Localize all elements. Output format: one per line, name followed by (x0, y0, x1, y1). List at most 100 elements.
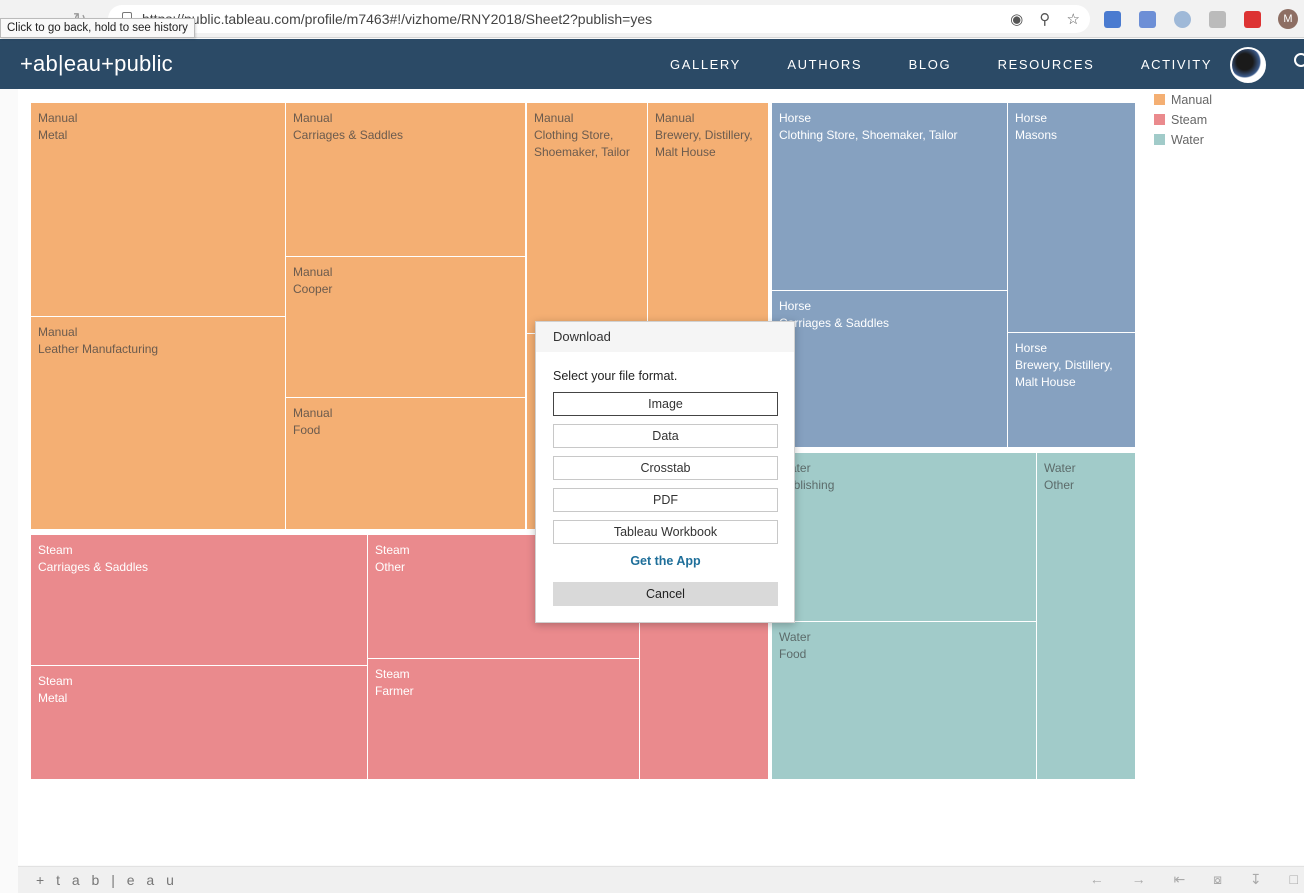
back-tooltip: Click to go back, hold to see history (0, 18, 195, 38)
cell-label-1: Water (779, 460, 1029, 477)
treemap-cell-manual-metal[interactable]: Manual Metal (30, 102, 286, 317)
cell-label-1: Horse (1015, 111, 1048, 125)
legend-swatch (1154, 94, 1165, 105)
nav-resources[interactable]: RESOURCES (997, 57, 1095, 72)
redo-icon[interactable]: → (1131, 871, 1146, 887)
treemap-cell-manual-cooper[interactable]: Manual Cooper (285, 256, 526, 398)
cloud-icon[interactable] (1208, 10, 1226, 28)
cell-label-1: Steam (375, 543, 410, 557)
address-bar[interactable]: https://public.tableau.com/profile/m7463… (108, 5, 1090, 33)
viz-toolbar: + t a b | e a u ← → ⇤ ⧇ ↧ □ (18, 866, 1304, 893)
url-text[interactable]: https://public.tableau.com/profile/m7463… (142, 11, 653, 27)
cell-label-2: Metal (38, 691, 68, 705)
cell-label-2: Brewery, Distillery, Malt House (655, 128, 753, 159)
extension-icons (1104, 10, 1275, 28)
treemap-cell-steam-carriages[interactable]: Steam Carriages & Saddles (30, 534, 368, 666)
download-dialog: Download Select your file format. Image … (535, 321, 795, 623)
treemap-cell-horse-clothing[interactable]: Horse Clothing Store, Shoemaker, Tailor (771, 102, 1008, 291)
cell-label-2: Other (375, 560, 406, 574)
cell-label-2: Clothing Store, Shoemaker, Tailor (779, 128, 958, 142)
treemap-cell-steam-farmer[interactable]: Steam Farmer (367, 658, 640, 780)
search-icon[interactable] (1294, 53, 1304, 67)
cell-label-2: Food (779, 647, 807, 661)
cell-label-1: Manual (293, 265, 333, 279)
cell-label-2: Carriages & Saddles (38, 560, 149, 574)
nav-gallery[interactable]: GALLERY (670, 57, 741, 72)
cell-label-2: Metal (38, 128, 68, 142)
cell-label-1: Manual (293, 406, 333, 420)
tableau-public-logo[interactable]: +ab|eau+public (20, 51, 173, 76)
nav-authors[interactable]: AUTHORS (787, 57, 863, 72)
cell-label-1: Horse (779, 111, 812, 125)
share-icon[interactable]: ⧇ (1213, 871, 1223, 887)
cell-label-2: Clothing Store, Shoemaker, Tailor (534, 128, 630, 159)
cell-label-2: Brewery, Distillery, Malt House (1015, 358, 1113, 389)
treemap-cell-water-food[interactable]: Water Food (771, 621, 1037, 780)
treemap-cell-manual-food[interactable]: Manual Food (285, 397, 526, 530)
cell-label-1: Manual (38, 325, 78, 339)
legend-swatch (1154, 114, 1165, 125)
site-header: +ab|eau+public GALLERY AUTHORS BLOG RESO… (0, 39, 1304, 89)
browser-avatar[interactable]: M (1278, 9, 1298, 29)
revert-icon[interactable]: ⇤ (1173, 871, 1186, 887)
download-icon[interactable]: ↧ (1249, 871, 1262, 887)
browser-toolbar: ← → ↻ https://public.tableau.com/profile… (0, 0, 1304, 38)
document-icon[interactable] (1138, 10, 1156, 28)
camera-blocked-icon[interactable]: ◉ (1010, 11, 1024, 28)
treemap-cell-horse-carriages[interactable]: Horse Carriages & Saddles (771, 290, 1008, 448)
cell-label-2: Carriages & Saddles (293, 128, 404, 142)
format-crosstab-button[interactable]: Crosstab (553, 456, 778, 480)
address-bar-icons: ◉ ⚲ ☆ (998, 10, 1080, 28)
nav-activity[interactable]: ACTIVITY (1140, 57, 1213, 72)
treemap-cell-manual-carriages[interactable]: Manual Carriages & Saddles (285, 102, 526, 257)
cell-label-2: Masons (1015, 128, 1058, 142)
color-legend: Manual Steam Water (1154, 93, 1212, 153)
treemap-cell-water-other[interactable]: Water Other (1036, 452, 1136, 780)
main-nav: GALLERY AUTHORS BLOG RESOURCES ACTIVITY (670, 56, 1254, 74)
cell-label-1: Steam (38, 674, 73, 688)
cell-label-2: Farmer (375, 684, 414, 698)
treemap-cell-water-publishing[interactable]: Water Publishing (771, 452, 1037, 622)
cell-label-1: Manual (38, 111, 78, 125)
cell-label-1: Water (779, 630, 811, 644)
dialog-prompt: Select your file format. (553, 369, 678, 383)
legend-label: Water (1171, 133, 1204, 147)
profile-avatar[interactable] (1230, 47, 1266, 83)
cancel-button[interactable]: Cancel (553, 582, 778, 606)
legend-item-steam[interactable]: Steam (1154, 113, 1212, 133)
treemap-cell-manual-leather[interactable]: Manual Leather Manufacturing (30, 316, 286, 530)
skype-icon[interactable] (1173, 10, 1191, 28)
treemap-cell-manual-brewery[interactable]: Manual Brewery, Distillery, Malt House (647, 102, 769, 334)
format-image-button[interactable]: Image (553, 392, 778, 416)
fullscreen-icon[interactable]: □ (1289, 871, 1298, 887)
legend-item-water[interactable]: Water (1154, 133, 1212, 153)
treemap-cell-steam-metal[interactable]: Steam Metal (30, 665, 368, 780)
cell-label-2: Publishing (779, 478, 835, 492)
toolbar-icons: ← → ⇤ ⧇ ↧ □ (1066, 871, 1298, 888)
bookmark-star-icon[interactable]: ☆ (1066, 11, 1080, 28)
legend-label: Manual (1171, 93, 1212, 107)
extension-icon-2[interactable] (1243, 10, 1261, 28)
nav-blog[interactable]: BLOG (908, 57, 952, 72)
cell-label-1: Steam (38, 543, 73, 557)
format-pdf-button[interactable]: PDF (553, 488, 778, 512)
cell-label-2: Other (1044, 478, 1075, 492)
cell-label-2: Carriages & Saddles (779, 316, 890, 330)
format-workbook-button[interactable]: Tableau Workbook (553, 520, 778, 544)
tableau-footer-logo[interactable]: + t a b | e a u (36, 872, 178, 888)
cell-label-1: Horse (1015, 341, 1048, 355)
undo-icon[interactable]: ← (1089, 871, 1104, 887)
extension-icon-1[interactable] (1104, 10, 1121, 28)
cell-label-1: Manual (293, 111, 333, 125)
treemap-cell-manual-clothing[interactable]: Manual Clothing Store, Shoemaker, Tailor (526, 102, 648, 334)
cell-label-1: Horse (779, 299, 812, 313)
treemap-cell-horse-brewery[interactable]: Horse Brewery, Distillery, Malt House (1007, 332, 1136, 448)
cell-label-1: Manual (655, 111, 695, 125)
cell-label-1: Manual (534, 111, 574, 125)
treemap-cell-horse-masons[interactable]: Horse Masons (1007, 102, 1136, 333)
key-icon[interactable]: ⚲ (1039, 11, 1051, 28)
cell-label-2: Leather Manufacturing (38, 342, 159, 356)
format-data-button[interactable]: Data (553, 424, 778, 448)
get-app-link[interactable]: Get the App (630, 554, 701, 568)
legend-item-manual[interactable]: Manual (1154, 93, 1212, 113)
